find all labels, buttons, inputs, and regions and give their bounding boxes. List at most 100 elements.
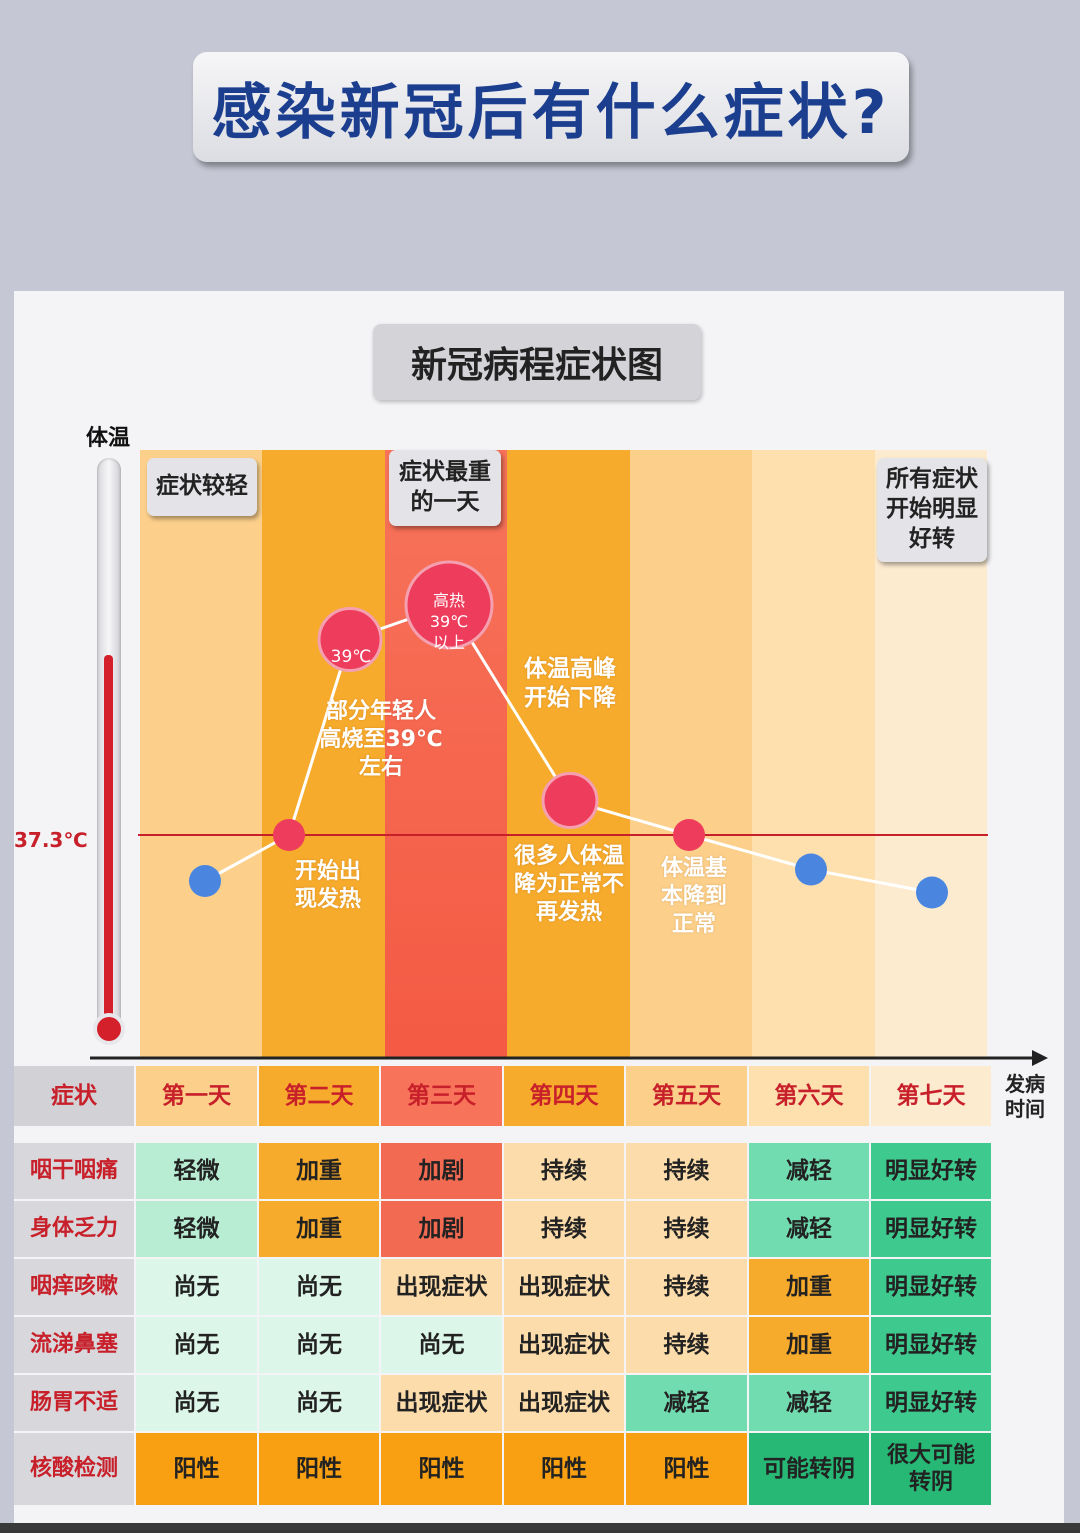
- table-cell: 加剧: [381, 1201, 504, 1257]
- data-point-6: [673, 819, 705, 851]
- table-cell: 尚无: [381, 1317, 504, 1373]
- title-banner: 感染新冠后有什么症状?: [193, 52, 909, 162]
- band-day4: [507, 450, 630, 1058]
- symptom-label: 肠胃不适: [14, 1375, 136, 1431]
- reference-line-label: 37.3℃: [14, 828, 88, 852]
- table-cell: 出现症状: [504, 1317, 626, 1373]
- data-point-4: [404, 560, 494, 650]
- bubble-line-1: 高热: [432, 591, 465, 610]
- table-cell: 很大可能转阴: [871, 1433, 993, 1505]
- table-cell: 明显好转: [871, 1317, 993, 1373]
- table-cell: 出现症状: [504, 1375, 626, 1431]
- note-onset: 开始出现发热: [287, 858, 369, 914]
- data-point-1: [189, 865, 221, 897]
- page-title: 感染新冠后有什么症状?: [211, 77, 891, 148]
- x-axis-title: 发病时间: [1005, 1072, 1057, 1122]
- band-day2: [262, 450, 385, 1058]
- temperature-points: [189, 560, 948, 909]
- table-header-cell: 第七天: [871, 1066, 993, 1126]
- table-header-cell: 第六天: [749, 1066, 871, 1126]
- band-day6: [752, 450, 875, 1058]
- table-cell: 尚无: [259, 1317, 381, 1373]
- bubble-line-3: 以上: [432, 632, 465, 652]
- table-cell: 尚无: [259, 1375, 381, 1431]
- symptom-label: 咽痒咳嗽: [14, 1259, 136, 1315]
- bubble-label-day2: 39℃: [330, 647, 372, 667]
- bubble-line-2: 39℃: [429, 611, 469, 631]
- table-cell: 阳性: [626, 1433, 749, 1505]
- table-cell: 阳性: [381, 1433, 504, 1505]
- table-cell: 阳性: [504, 1433, 626, 1505]
- bubble-label-day3: 高热 39℃ 以上: [410, 591, 488, 653]
- temperature-line: [204, 603, 933, 894]
- table-row: 身体乏力 轻微 加重 加剧 持续 持续 减轻 明显好转: [14, 1201, 993, 1257]
- note-basic-normal-text: 体温基本降到正常: [660, 856, 727, 938]
- stage-tag-day7: 所有症状开始明显好转: [877, 458, 987, 562]
- table-cell: 尚无: [136, 1259, 259, 1315]
- table-cell: 阳性: [259, 1433, 381, 1505]
- table-cell: 出现症状: [504, 1259, 626, 1315]
- stage-tag-day3: 症状最重的一天: [389, 450, 501, 526]
- symptom-label: 咽干咽痛: [14, 1143, 136, 1199]
- x-axis-arrow: [1032, 1050, 1048, 1066]
- table-cell: 持续: [626, 1143, 749, 1199]
- table-cell: 明显好转: [871, 1143, 993, 1199]
- thermometer-bulb: [93, 1013, 125, 1045]
- band-day3: [385, 450, 507, 1058]
- table-cell: 轻微: [136, 1201, 259, 1257]
- table-cell: 持续: [626, 1259, 749, 1315]
- data-point-2: [273, 819, 305, 851]
- table-cell: 减轻: [749, 1375, 871, 1431]
- symptom-label: 身体乏力: [14, 1201, 136, 1257]
- table-cell: 轻微: [136, 1143, 259, 1199]
- table-header-cell: 第三天: [381, 1066, 504, 1126]
- table-cell: 减轻: [749, 1201, 871, 1257]
- bottom-strip: [0, 1523, 1080, 1533]
- chart-subtitle: 新冠病程症状图: [373, 324, 701, 400]
- table-cell: 明显好转: [871, 1259, 993, 1315]
- stage-tag-day3-text: 症状最重的一天: [399, 459, 491, 515]
- note-basic-normal: 体温基本降到正常: [654, 855, 734, 939]
- data-point-7: [795, 853, 827, 886]
- note-onset-text: 开始出现发热: [294, 859, 361, 913]
- table-cell: 出现症状: [381, 1259, 504, 1315]
- data-point-3: [317, 607, 383, 672]
- symptom-label: 核酸检测: [14, 1433, 136, 1505]
- note-peak-down-text: 体温高峰开始下降: [524, 656, 616, 712]
- table-cell: 出现症状: [381, 1375, 504, 1431]
- table-cell: 加剧: [381, 1143, 504, 1199]
- note-peak-down: 体温高峰开始下降: [515, 655, 625, 714]
- table-cell: 加重: [259, 1201, 381, 1257]
- table-header-cell: 症状: [14, 1066, 136, 1126]
- band-day1: [140, 450, 262, 1058]
- stage-tag-day7-text: 所有症状开始明显好转: [886, 466, 978, 552]
- table-cell: 加重: [749, 1317, 871, 1373]
- table-header-cell: 第五天: [626, 1066, 749, 1126]
- note-normal-text: 很多人体温降为正常不再发热: [513, 844, 624, 926]
- table-cell: 明显好转: [871, 1201, 993, 1257]
- symptom-label: 流涕鼻塞: [14, 1317, 136, 1373]
- table-header-cell: 第一天: [136, 1066, 259, 1126]
- table-row: 肠胃不适 尚无 尚无 出现症状 出现症状 减轻 减轻 明显好转: [14, 1375, 993, 1431]
- note-young: 部分年轻人高烧至39℃左右: [316, 698, 446, 782]
- stage-tag-day1: 症状较轻: [147, 458, 257, 516]
- table-cell: 持续: [504, 1201, 626, 1257]
- table-cell: 阳性: [136, 1433, 259, 1505]
- band-day5: [630, 450, 752, 1058]
- table-cell: 加重: [259, 1143, 381, 1199]
- table-cell: 减轻: [749, 1143, 871, 1199]
- table-row: 流涕鼻塞 尚无 尚无 尚无 出现症状 持续 加重 明显好转: [14, 1317, 993, 1373]
- table-header-cell: 第二天: [259, 1066, 381, 1126]
- data-point-5: [541, 772, 599, 829]
- table-cell: 持续: [504, 1143, 626, 1199]
- table-cell: 加重: [749, 1259, 871, 1315]
- table-row: 咽干咽痛 轻微 加重 加剧 持续 持续 减轻 明显好转: [14, 1143, 993, 1199]
- note-young-text: 部分年轻人高烧至39℃左右: [319, 699, 443, 781]
- y-axis-title: 体温: [86, 426, 131, 451]
- data-point-8: [916, 876, 948, 909]
- table-header-cell: 第四天: [504, 1066, 626, 1126]
- table-row: 核酸检测 阳性 阳性 阳性 阳性 阳性 可能转阴 很大可能转阴: [14, 1433, 993, 1505]
- table-cell: 尚无: [259, 1259, 381, 1315]
- table-cell: 尚无: [136, 1317, 259, 1373]
